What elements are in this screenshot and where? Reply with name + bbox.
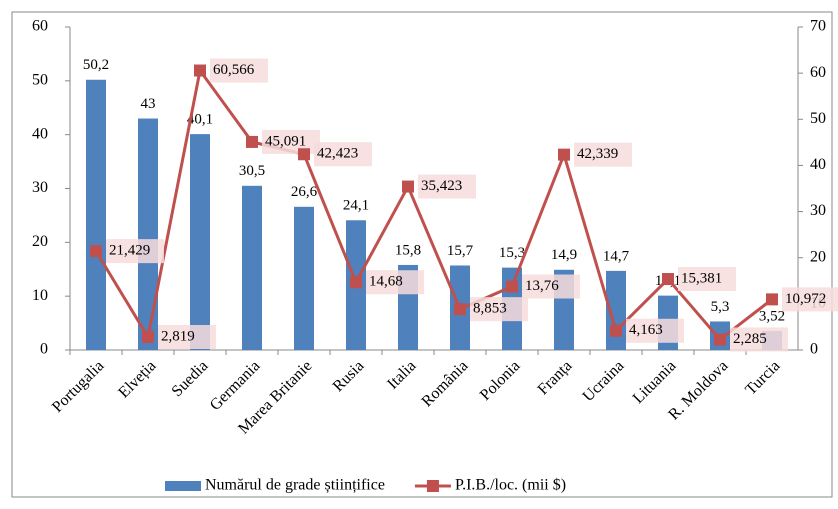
bar-label: 15,7 xyxy=(447,243,474,259)
line-label: 60,566 xyxy=(213,62,255,78)
line-label: 21,429 xyxy=(109,243,150,259)
y2-tick-label: 50 xyxy=(810,110,826,127)
legend-swatch-marker xyxy=(426,480,439,492)
line-marker xyxy=(194,64,206,77)
line-label: 42,339 xyxy=(577,146,618,162)
bar-label: 30,5 xyxy=(239,163,265,179)
y2-tick-label: 0 xyxy=(810,341,818,358)
bar xyxy=(190,134,210,350)
y2-tick-label: 60 xyxy=(810,64,826,81)
label-bg xyxy=(522,274,580,299)
bar-label: 15,8 xyxy=(395,242,421,258)
line-label: 45,091 xyxy=(265,133,306,149)
y2-tick-label: 30 xyxy=(810,202,826,219)
bar xyxy=(294,206,314,350)
y-tick-label: 10 xyxy=(32,287,48,304)
legend-label: Numărul de grade științifice xyxy=(205,477,385,494)
line-marker xyxy=(506,280,518,293)
label-bg xyxy=(210,58,268,83)
line-marker xyxy=(662,273,674,286)
label-bg xyxy=(470,297,528,322)
line xyxy=(94,66,773,342)
label-bg xyxy=(678,267,736,292)
line-label: 15,381 xyxy=(681,270,722,286)
line-label: 35,423 xyxy=(421,178,462,194)
bar-label: 14,7 xyxy=(603,248,630,264)
line-label: 2,285 xyxy=(733,331,767,347)
line-marker xyxy=(766,293,778,306)
line-label: 14,68 xyxy=(369,274,403,290)
y-tick-label: 30 xyxy=(32,179,48,196)
label-bg xyxy=(314,142,372,167)
bar xyxy=(242,185,262,350)
y-tick-label: 50 xyxy=(32,72,48,89)
bar-label: 3,52 xyxy=(759,308,785,324)
line-label: 2,819 xyxy=(161,328,195,344)
line-label: 10,972 xyxy=(785,291,826,307)
label-bg xyxy=(366,270,424,295)
bar-label: 14,9 xyxy=(551,247,577,263)
bar xyxy=(138,118,158,351)
label-bg xyxy=(782,287,838,312)
line-marker xyxy=(350,276,362,289)
line-marker xyxy=(402,180,414,193)
line-marker xyxy=(246,135,258,148)
label-bg xyxy=(730,327,788,352)
line-label: 13,76 xyxy=(525,278,559,294)
label-bg xyxy=(626,318,684,343)
bar-label: 15,3 xyxy=(499,245,525,261)
y-tick-label: 40 xyxy=(32,125,48,142)
bar-label: 43 xyxy=(141,96,156,112)
label-bg xyxy=(574,142,632,167)
label-bg xyxy=(158,324,216,349)
y2-tick-label: 20 xyxy=(810,248,826,265)
bar-label: 40,1 xyxy=(187,112,213,128)
line-marker xyxy=(610,324,622,337)
y2-tick-label: 70 xyxy=(810,18,826,35)
bar-label: 26,6 xyxy=(291,184,318,200)
label-bg xyxy=(418,174,476,199)
bar-label: 50,2 xyxy=(83,57,109,73)
bar-label: 24,1 xyxy=(343,198,369,214)
y2-tick-label: 40 xyxy=(810,156,826,173)
bar xyxy=(86,79,106,351)
line-marker xyxy=(714,333,726,346)
legend-swatch xyxy=(165,481,201,491)
line-label: 8,853 xyxy=(473,301,507,317)
bar-label: 5,3 xyxy=(711,299,730,315)
line-label: 42,423 xyxy=(317,146,358,162)
line-marker xyxy=(454,303,466,316)
line-marker xyxy=(298,148,310,161)
legend-label: P.I.B./loc. (mii $) xyxy=(455,477,566,494)
y-tick-label: 0 xyxy=(40,341,48,358)
line-marker xyxy=(142,330,154,343)
line-marker xyxy=(558,148,570,161)
line-marker xyxy=(90,245,102,258)
label-bg xyxy=(262,129,320,154)
y-tick-label: 20 xyxy=(32,233,48,250)
y-tick-label: 60 xyxy=(32,18,48,35)
line-label: 4,163 xyxy=(629,322,663,338)
label-bg xyxy=(106,239,164,264)
